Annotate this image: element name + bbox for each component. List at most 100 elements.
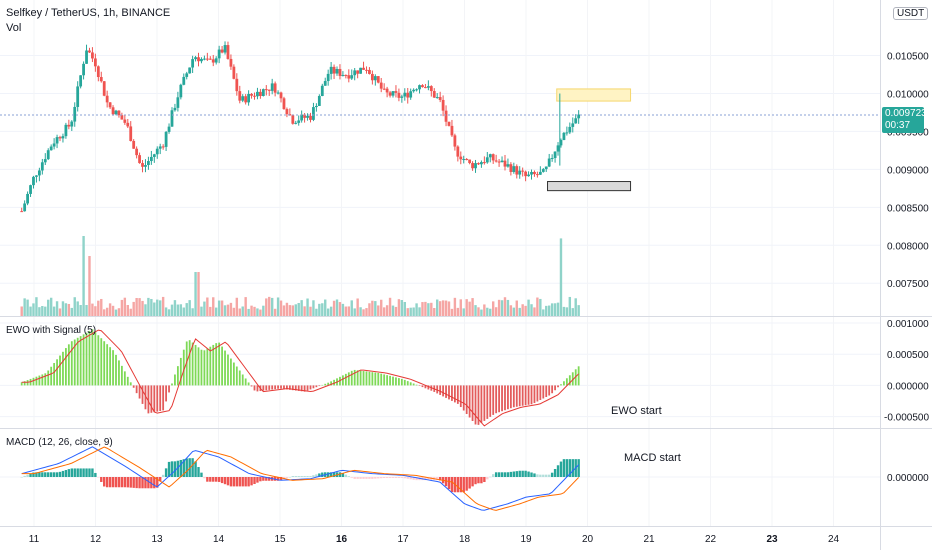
volume-bar bbox=[244, 297, 247, 316]
macd-histogram-bar bbox=[241, 477, 244, 487]
candle-body bbox=[409, 91, 413, 98]
ewo-bar bbox=[436, 385, 439, 394]
macd-histogram-bar bbox=[73, 468, 76, 477]
macd-histogram-bar bbox=[29, 473, 32, 477]
candle-body bbox=[477, 163, 480, 165]
price-tick-label: 0.008000 bbox=[887, 241, 929, 252]
ewo-bar bbox=[67, 344, 70, 386]
volume-bar bbox=[453, 297, 457, 316]
candle-body bbox=[303, 114, 306, 118]
ewo-title: EWO with Signal (5) bbox=[6, 325, 97, 336]
candle-body bbox=[344, 74, 348, 76]
candle-body bbox=[188, 67, 192, 74]
volume-bar bbox=[32, 303, 35, 316]
macd-histogram-bar bbox=[226, 477, 230, 486]
macd-histogram-bar bbox=[197, 467, 200, 477]
candle-body bbox=[353, 70, 357, 76]
volume-bar bbox=[126, 304, 129, 316]
ewo-bar bbox=[377, 372, 380, 386]
time-tick-label: 17 bbox=[397, 534, 409, 545]
volume-bar bbox=[312, 300, 315, 316]
macd-histogram-bar bbox=[300, 476, 303, 477]
ewo-bar bbox=[557, 385, 559, 388]
volume-bar bbox=[41, 306, 44, 316]
candle-body bbox=[261, 89, 265, 96]
candle-body bbox=[250, 93, 253, 96]
volume-bar bbox=[265, 298, 268, 316]
price-tick-label: 0.007500 bbox=[887, 279, 929, 290]
candle-body bbox=[356, 70, 360, 74]
ewo-bar bbox=[230, 358, 232, 386]
macd-annotation: MACD start bbox=[624, 452, 681, 464]
ewo-bar bbox=[291, 385, 294, 391]
macd-histogram-bar bbox=[556, 465, 560, 477]
macd-histogram-bar bbox=[406, 477, 409, 479]
ewo-bar bbox=[459, 385, 462, 408]
annotation-zone[interactable] bbox=[556, 88, 632, 102]
macd-histogram-bar bbox=[332, 472, 336, 477]
ewo-bar bbox=[159, 385, 162, 411]
ewo-bar bbox=[418, 385, 421, 386]
candle-body bbox=[314, 105, 318, 108]
ewo-bar bbox=[406, 381, 409, 386]
candle-body bbox=[359, 67, 362, 74]
candle-body bbox=[412, 89, 416, 92]
candle-body bbox=[373, 76, 377, 81]
macd-histogram-bar bbox=[114, 477, 118, 488]
macd-histogram-bar bbox=[170, 461, 174, 477]
candle-body bbox=[73, 106, 77, 122]
volume-bar bbox=[324, 299, 327, 316]
annotation-zone[interactable] bbox=[547, 181, 632, 192]
volume-bar bbox=[26, 299, 29, 316]
volume-bar bbox=[262, 305, 265, 316]
ewo-bar bbox=[271, 385, 274, 390]
ewo-bar bbox=[41, 374, 44, 386]
macd-histogram-bar bbox=[297, 476, 300, 477]
candle-body bbox=[26, 193, 29, 204]
volume-bar bbox=[321, 303, 324, 316]
time-tick-label: 24 bbox=[828, 534, 840, 545]
ewo-bar bbox=[386, 375, 389, 386]
macd-histogram-bar bbox=[444, 477, 448, 487]
candle-body bbox=[480, 162, 483, 165]
volume-bar bbox=[512, 307, 516, 316]
macd-histogram-bar bbox=[462, 477, 465, 493]
macd-histogram-bar bbox=[391, 477, 395, 478]
macd-histogram-bar bbox=[521, 470, 524, 477]
candle-body bbox=[23, 203, 27, 212]
price-axis[interactable]: 0.0105000.0100000.0095000.0090000.008500… bbox=[884, 52, 929, 484]
volume-bar bbox=[530, 304, 533, 316]
ewo-bar bbox=[112, 350, 114, 386]
candle-body bbox=[491, 154, 495, 161]
macd-histogram-bar bbox=[394, 477, 398, 478]
macd-histogram-bar bbox=[214, 477, 218, 482]
candle-body bbox=[52, 143, 56, 147]
macd-histogram-bar bbox=[47, 472, 50, 477]
volume-bar bbox=[97, 300, 100, 316]
volume-bar bbox=[450, 308, 454, 316]
macd-histogram-bar bbox=[388, 477, 392, 478]
volume-bar bbox=[82, 236, 85, 316]
candle-body bbox=[426, 86, 430, 88]
candle-body bbox=[533, 171, 536, 175]
candle-body bbox=[46, 150, 50, 160]
volume-bar bbox=[61, 301, 65, 316]
candle-body bbox=[556, 145, 560, 152]
macd-histogram-bar bbox=[79, 468, 82, 477]
currency-badge[interactable]: USDT bbox=[893, 7, 929, 20]
symbol-title: Selfkey / TetherUS, 1h, BINANCE bbox=[6, 7, 171, 19]
volume-bar bbox=[294, 304, 297, 316]
volume-bar bbox=[64, 303, 68, 316]
candle-body bbox=[391, 91, 395, 96]
ewo-bar bbox=[244, 378, 247, 386]
macd-histogram-bar bbox=[70, 468, 73, 477]
ewo-bar bbox=[265, 385, 268, 391]
ewo-bar bbox=[215, 343, 218, 386]
ewo-bar bbox=[403, 379, 406, 386]
time-axis[interactable]: 11 12 13 14 15 16 17 18 19 20 21 22 23 24 bbox=[29, 534, 840, 545]
macd-histogram-bar bbox=[436, 477, 439, 481]
volume-bar bbox=[518, 307, 521, 316]
ewo-bar bbox=[342, 375, 344, 386]
volume-bar bbox=[506, 299, 510, 316]
